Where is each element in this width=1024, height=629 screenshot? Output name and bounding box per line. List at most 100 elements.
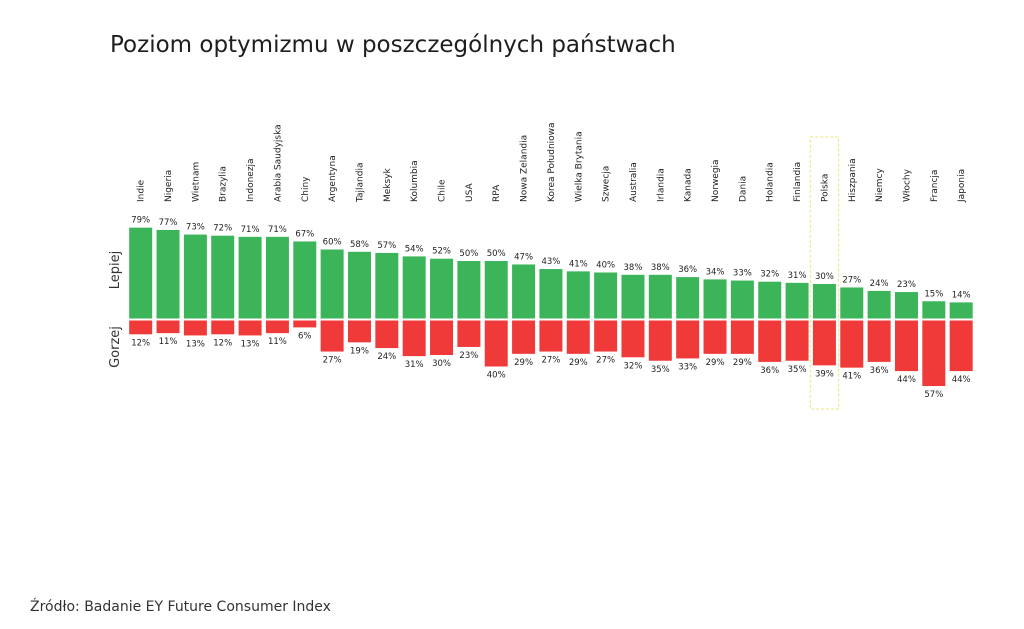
- value-label-lepiej: 72%: [213, 224, 232, 234]
- country-label: Indonezja: [246, 158, 256, 202]
- value-label-lepiej: 73%: [186, 223, 205, 233]
- bar-gorzej: [293, 320, 317, 328]
- value-label-lepiej: 38%: [624, 263, 643, 273]
- bar-gorzej: [566, 320, 590, 354]
- country-label: Japonia: [957, 169, 967, 203]
- country-label: Kanada: [684, 168, 694, 202]
- bar-lepiej: [812, 284, 836, 319]
- page-title: Poziom optymizmu w poszczególnych państw…: [110, 32, 676, 58]
- value-label-lepiej: 71%: [268, 225, 287, 235]
- value-label-gorzej: 6%: [298, 331, 312, 341]
- labels: 79% 12% Indie 77% 11% Nigeria 73% 13% Wietnam 72%…: [131, 122, 970, 400]
- value-label-gorzej: 44%: [897, 375, 916, 385]
- value-label-gorzej: 36%: [870, 366, 889, 376]
- value-label-gorzej: 12%: [213, 338, 232, 348]
- value-label-gorzej: 32%: [624, 361, 643, 371]
- bar-lepiej: [840, 287, 864, 319]
- bar-gorzej: [457, 320, 481, 347]
- bar-lepiej: [648, 274, 672, 319]
- bar-lepiej: [293, 241, 317, 319]
- value-label-gorzej: 11%: [268, 337, 287, 347]
- value-label-lepiej: 58%: [350, 240, 369, 250]
- value-label-gorzej: 29%: [569, 358, 588, 368]
- value-label-lepiej: 50%: [487, 249, 506, 259]
- value-label-gorzej: 33%: [678, 362, 697, 372]
- value-label-lepiej: 67%: [295, 229, 314, 239]
- value-label-gorzej: 44%: [952, 375, 971, 385]
- value-label-lepiej: 47%: [514, 252, 533, 262]
- bar-gorzej: [894, 320, 918, 372]
- bar-gorzej: [265, 320, 289, 334]
- bar-gorzej: [512, 320, 536, 354]
- bar-lepiej: [430, 258, 454, 319]
- country-label: USA: [465, 183, 475, 202]
- bar-gorzej: [320, 320, 344, 352]
- bar-gorzej: [785, 320, 809, 361]
- value-label-gorzej: 35%: [651, 365, 670, 375]
- bar-lepiej: [539, 269, 563, 319]
- value-label-gorzej: 30%: [432, 359, 451, 369]
- bar-lepiej: [457, 261, 481, 319]
- country-label: Kolumbia: [410, 160, 420, 202]
- country-label: RPA: [492, 184, 502, 202]
- country-label: Niemcy: [875, 168, 885, 202]
- country-label: Korea Południowa: [547, 122, 557, 202]
- source-note: Źródło: Badanie EY Future Consumer Index: [30, 599, 331, 615]
- bar-lepiej: [156, 229, 180, 319]
- positive-bars: [129, 227, 973, 319]
- bar-gorzej: [594, 320, 618, 352]
- bar-lepiej: [894, 292, 918, 319]
- country-label: Chile: [438, 179, 448, 202]
- value-label-lepiej: 43%: [541, 257, 560, 267]
- country-label: Włochy: [902, 168, 912, 202]
- bar-lepiej: [211, 235, 235, 319]
- value-label-gorzej: 41%: [842, 372, 861, 382]
- bar-lepiej: [320, 249, 344, 319]
- bar-lepiej: [676, 277, 700, 319]
- country-label: Argentyna: [328, 155, 338, 202]
- bar-gorzej: [238, 320, 262, 336]
- bar-gorzej: [183, 320, 207, 336]
- bar-lepiej: [621, 274, 645, 319]
- country-label: Indie: [137, 179, 147, 202]
- bar-lepiej: [703, 279, 727, 319]
- bar-lepiej: [238, 236, 262, 319]
- bar-lepiej: [183, 234, 207, 319]
- bar-lepiej: [922, 301, 946, 319]
- bar-gorzej: [129, 320, 153, 335]
- bar-gorzej: [402, 320, 426, 357]
- country-label: Holandia: [766, 162, 776, 202]
- country-label: Polska: [820, 174, 830, 202]
- bar-lepiej: [265, 236, 289, 319]
- negative-bars: [129, 320, 973, 387]
- value-label-lepiej: 77%: [159, 218, 178, 228]
- value-label-lepiej: 40%: [596, 261, 615, 271]
- bar-gorzej: [430, 320, 454, 355]
- bar-lepiej: [594, 272, 618, 319]
- value-label-lepiej: 27%: [842, 275, 861, 285]
- bar-gorzej: [812, 320, 836, 366]
- country-label: Irlandia: [656, 168, 666, 202]
- country-label: Norwegia: [711, 159, 721, 202]
- value-label-gorzej: 13%: [186, 339, 205, 349]
- value-label-gorzej: 19%: [350, 346, 369, 356]
- country-label: Wietnam: [191, 162, 201, 202]
- bar-gorzej: [539, 320, 563, 352]
- bar-lepiej: [949, 302, 973, 319]
- bar-gorzej: [703, 320, 727, 354]
- label-lepiej: Lepiej: [108, 251, 123, 290]
- value-label-gorzej: 29%: [733, 358, 752, 368]
- bar-gorzej: [484, 320, 508, 367]
- value-label-lepiej: 31%: [788, 271, 807, 281]
- country-label: Hiszpania: [848, 158, 858, 202]
- country-label: Australia: [629, 162, 639, 202]
- bar-lepiej: [867, 290, 891, 319]
- value-label-gorzej: 40%: [487, 371, 506, 381]
- value-label-gorzej: 23%: [459, 351, 478, 361]
- bar-lepiej: [758, 281, 782, 319]
- value-label-gorzej: 35%: [788, 365, 807, 375]
- bar-gorzej: [758, 320, 782, 362]
- bar-lepiej: [484, 261, 508, 319]
- bar-lepiej: [129, 227, 153, 319]
